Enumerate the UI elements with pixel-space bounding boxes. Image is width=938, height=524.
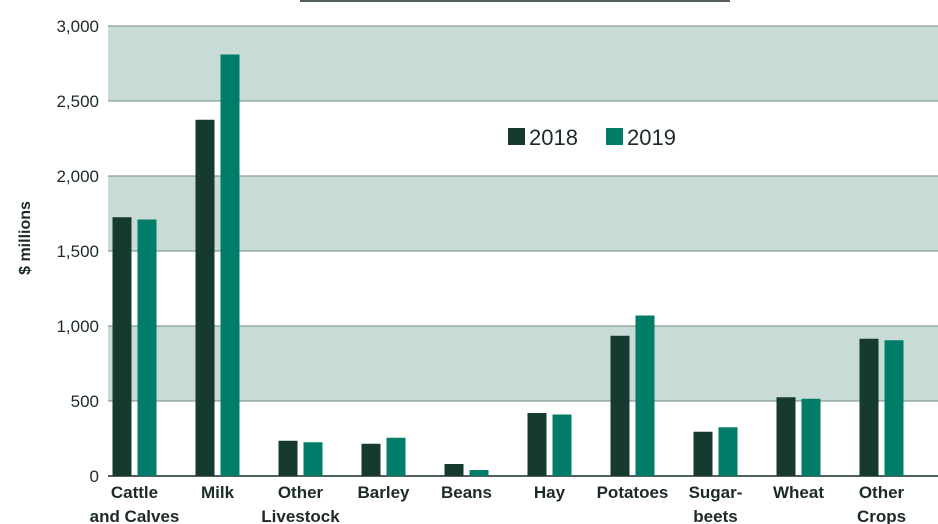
x-tick-label: Sugar- xyxy=(689,483,743,502)
y-tick-label: 500 xyxy=(71,392,99,411)
x-tick-label: Livestock xyxy=(261,507,340,524)
bar-2019 xyxy=(635,315,655,476)
y-tick-label: 2,500 xyxy=(56,92,99,111)
legend-label: 2019 xyxy=(627,125,676,150)
x-tick-label: Milk xyxy=(201,483,235,502)
bar-2019 xyxy=(303,442,323,476)
legend: 2018 2019 xyxy=(508,125,676,150)
background-band xyxy=(108,326,938,401)
x-tick-label: beets xyxy=(693,507,737,524)
legend-swatch xyxy=(508,128,525,145)
bar-2018 xyxy=(444,464,464,476)
x-tick-label: Other xyxy=(859,483,905,502)
bar-2018 xyxy=(527,413,547,476)
y-tick-label: 2,000 xyxy=(56,167,99,186)
x-tick-label: Barley xyxy=(358,483,411,502)
background-band xyxy=(108,176,938,251)
bar-2018 xyxy=(859,338,879,476)
x-tick-label: and Calves xyxy=(90,507,180,524)
bar-2019 xyxy=(801,398,821,476)
bar-2019 xyxy=(552,414,572,476)
bars xyxy=(112,54,904,476)
bar-2018 xyxy=(195,119,215,476)
bar-2018 xyxy=(776,397,796,476)
bar-2019 xyxy=(220,54,240,476)
y-tick-label: 0 xyxy=(90,467,99,486)
y-axis-title: $ millions xyxy=(17,201,34,275)
legend-label: 2018 xyxy=(529,125,578,150)
y-tick-label: 1,000 xyxy=(56,317,99,336)
y-tick-label: 3,000 xyxy=(56,17,99,36)
bar-2019 xyxy=(718,427,738,476)
y-tick-label: 1,500 xyxy=(56,242,99,261)
bar-2018 xyxy=(112,217,132,476)
background-bands xyxy=(108,26,938,401)
bar-2018 xyxy=(693,431,713,476)
x-tick-label: Other xyxy=(278,483,324,502)
background-band xyxy=(108,26,938,101)
bar-2019 xyxy=(386,437,406,476)
x-tick-label: Beans xyxy=(441,483,492,502)
bar-2019 xyxy=(137,219,157,476)
bar-2019 xyxy=(469,470,489,476)
x-axis-labels: Cattle and Calves Milk Other Livestock Barley… xyxy=(90,483,906,524)
legend-swatch xyxy=(606,128,623,145)
x-tick-label: Crops xyxy=(857,507,906,524)
bar-2019 xyxy=(884,340,904,476)
bar-2018 xyxy=(361,443,381,476)
x-tick-label: Hay xyxy=(534,483,566,502)
x-tick-label: Cattle xyxy=(111,483,158,502)
x-tick-label: Wheat xyxy=(773,483,824,502)
bar-2018 xyxy=(610,335,630,476)
x-tick-label: Potatoes xyxy=(597,483,669,502)
bar-2018 xyxy=(278,440,298,476)
gridlines xyxy=(108,25,938,477)
y-axis-ticks: 0 500 1,000 1,500 2,000 2,500 3,000 xyxy=(56,17,99,486)
